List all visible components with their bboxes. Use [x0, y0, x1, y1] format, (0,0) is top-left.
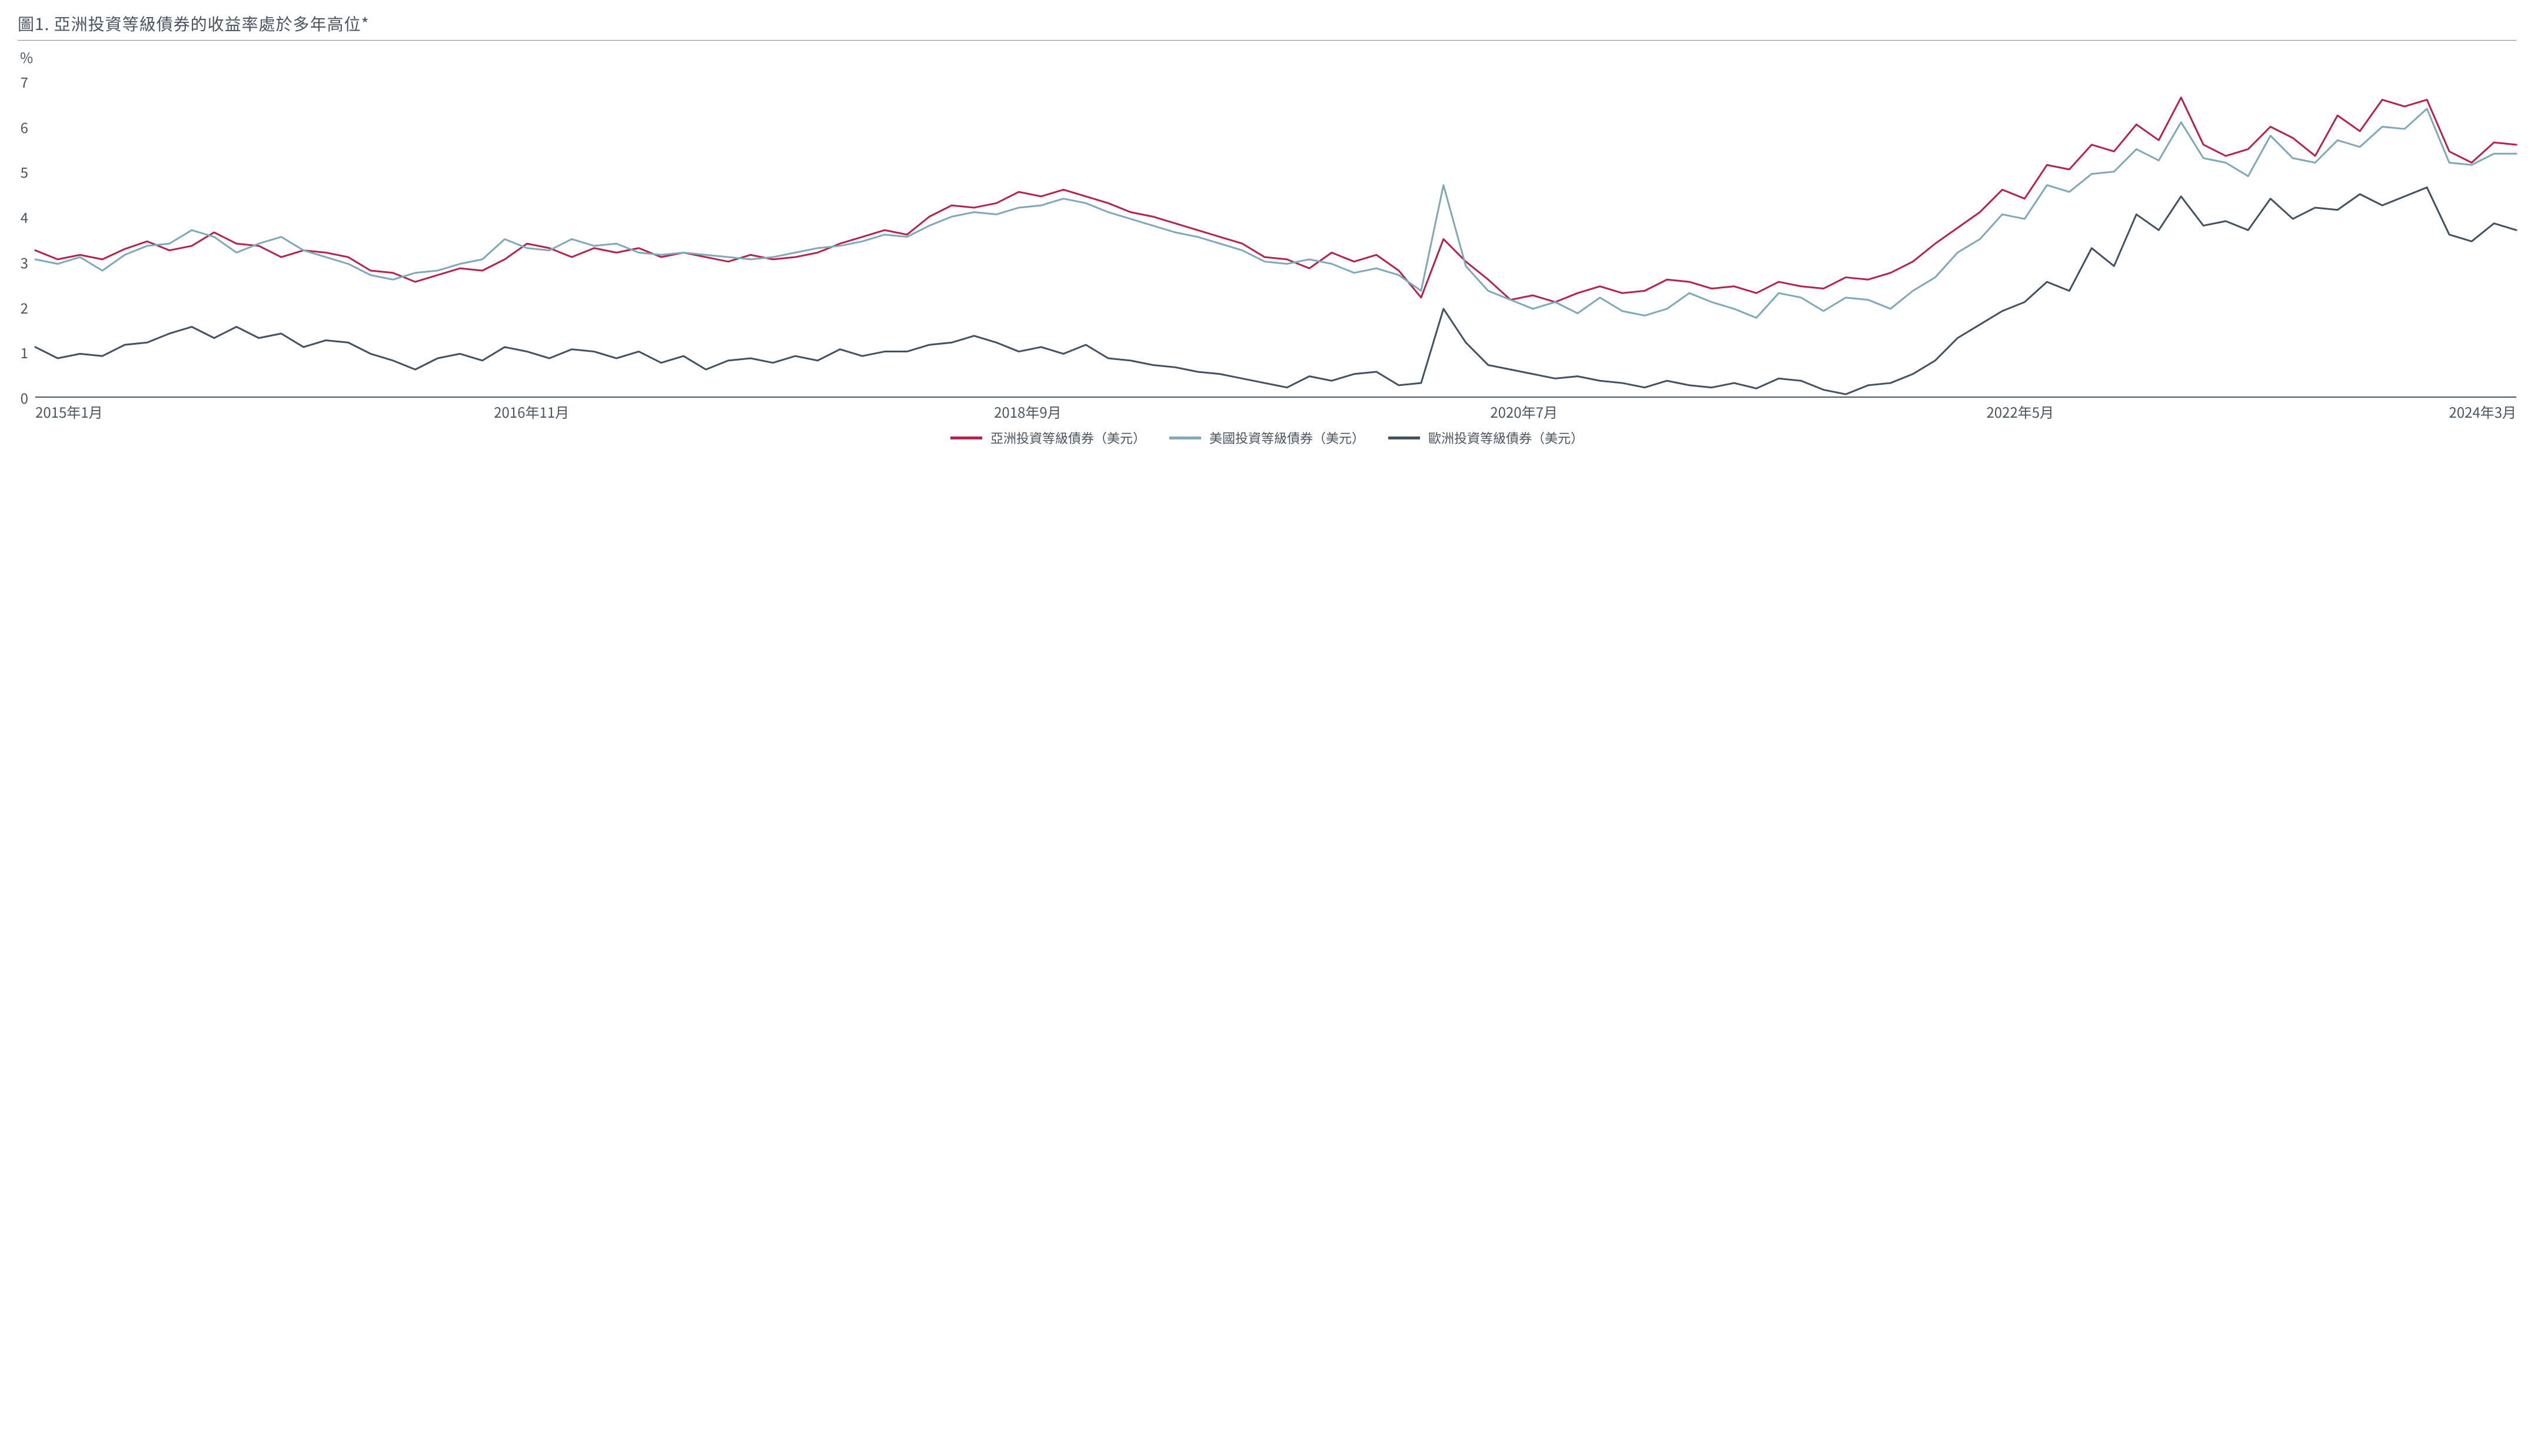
- legend-label: 美國投資等級債券（美元）: [1209, 428, 1365, 447]
- legend-swatch: [950, 437, 982, 439]
- x-tick: 2016年11月: [494, 401, 569, 422]
- legend-label: 歐洲投資等級債券（美元）: [1428, 428, 1584, 447]
- plot-row: 76543210: [18, 68, 2516, 398]
- y-axis-unit: %: [20, 46, 2516, 67]
- x-tick: 2015年1月: [35, 401, 103, 422]
- legend-item: 美國投資等級債券（美元）: [1169, 428, 1365, 447]
- x-axis: 2015年1月 2016年11月 2018年9月 2020年7月 2022年5月 2024…: [35, 401, 2516, 420]
- legend-item: 歐洲投資等級債券（美元）: [1388, 428, 1584, 447]
- legend-swatch: [1169, 437, 1201, 439]
- chart-container: 圖1. 亞洲投資等級債券的收益率處於多年高位* % 76543210 2015年…: [18, 12, 2516, 447]
- x-tick: 2024年3月: [2449, 401, 2516, 422]
- legend-swatch: [1388, 437, 1420, 439]
- legend: 亞洲投資等級債券（美元） 美國投資等級債券（美元） 歐洲投資等級債券（美元）: [18, 428, 2516, 447]
- x-tick: 2020年7月: [1490, 401, 1558, 422]
- series-line: [35, 98, 2516, 302]
- plot-svg: [35, 68, 2516, 397]
- x-tick: 2022年5月: [1986, 401, 2054, 422]
- plot-area: [35, 68, 2516, 398]
- title-row: 圖1. 亞洲投資等級債券的收益率處於多年高位*: [18, 12, 2516, 41]
- chart-title: 圖1. 亞洲投資等級債券的收益率處於多年高位*: [18, 12, 2516, 35]
- legend-item: 亞洲投資等級債券（美元）: [950, 428, 1146, 447]
- series-line: [35, 109, 2516, 318]
- y-axis: 76543210: [18, 68, 35, 398]
- series-line: [35, 188, 2516, 395]
- legend-label: 亞洲投資等級債券（美元）: [990, 428, 1146, 447]
- x-tick: 2018年9月: [994, 401, 1062, 422]
